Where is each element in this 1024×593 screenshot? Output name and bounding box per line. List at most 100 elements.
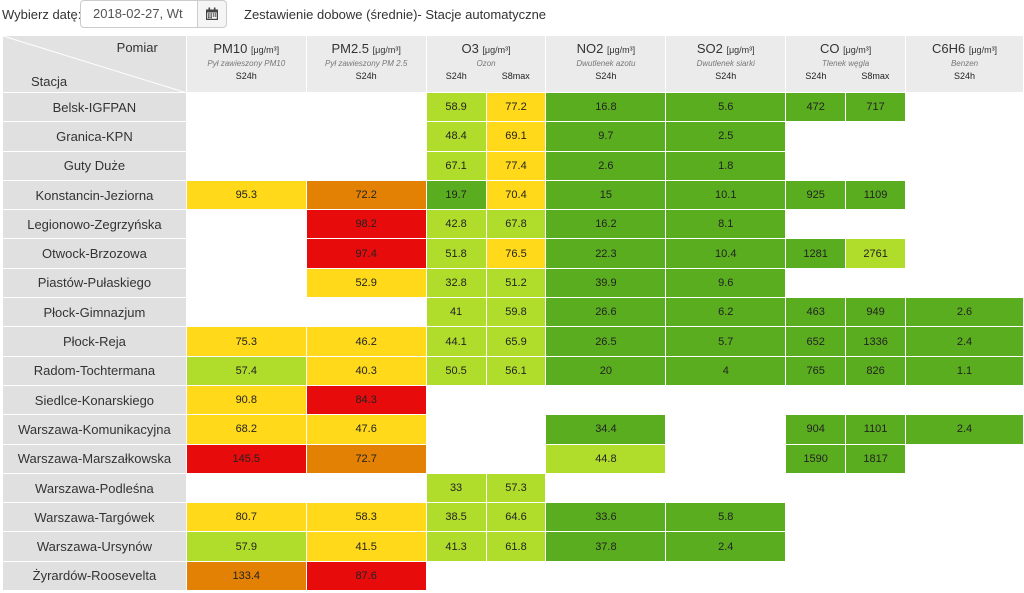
value-cell	[185, 150, 307, 181]
value-cell	[785, 209, 847, 240]
pollutant-unit: [μg/m³]	[482, 45, 511, 55]
value-cell	[305, 472, 427, 504]
value-cell	[785, 384, 847, 416]
calendar-button[interactable]	[197, 0, 227, 28]
table-row: Warszawa-Ursynów 57.9 41.5 41.3 61.8 37.8 2.4	[2, 531, 1024, 562]
pollutant-desc: Pył zawieszony PM 2.5	[325, 59, 408, 68]
value-cell	[785, 502, 847, 533]
sub-header: S24h	[445, 71, 467, 81]
value-cell: 4	[665, 355, 787, 386]
station-name[interactable]: Konstancin-Jeziorna	[2, 179, 187, 211]
value-cell	[785, 150, 847, 181]
table-row: Płock-Reja 75.3 46.2 44.1 65.9 26.5 5.7 652 1336…	[2, 326, 1024, 357]
value-cell	[845, 531, 907, 562]
sub-header: S24h	[805, 71, 827, 81]
value-cell: 16.8	[545, 91, 667, 123]
value-cell	[845, 472, 907, 504]
value-cell: 80.7	[185, 502, 307, 533]
value-cell	[485, 443, 547, 474]
header-o3: O3 [μg/m³] Ozon S24h S8max	[425, 35, 547, 93]
value-cell: 42.8	[425, 209, 487, 240]
pollutant-desc: Dwutlenek azotu	[576, 59, 636, 68]
value-cell: 84.3	[305, 384, 427, 416]
value-cell: 32.8	[425, 267, 487, 299]
value-cell: 1336	[845, 326, 907, 357]
value-cell: 9.7	[545, 121, 667, 152]
value-cell	[665, 384, 787, 416]
header-pm25: PM2.5 [μg/m³] Pył zawieszony PM 2.5 S24h	[305, 35, 427, 93]
station-name[interactable]: Warszawa-Komunikacyjna	[2, 414, 187, 445]
value-cell	[545, 560, 667, 592]
value-cell: 1.1	[905, 355, 1024, 386]
station-name[interactable]: Warszawa-Targówek	[2, 502, 187, 533]
station-name[interactable]: Warszawa-Ursynów	[2, 531, 187, 562]
value-cell	[905, 238, 1024, 269]
station-name[interactable]: Granica-KPN	[2, 121, 187, 152]
table-row: Guty Duże 67.1 77.4 2.6 1.8	[2, 150, 1024, 181]
value-cell	[185, 238, 307, 269]
value-cell: 95.3	[185, 179, 307, 211]
value-cell: 463	[785, 297, 847, 328]
value-cell: 97.4	[305, 238, 427, 269]
pollutant-name: PM2.5	[331, 41, 370, 56]
table-row: Warszawa-Podleśna 33 57.3	[2, 472, 1024, 504]
station-name[interactable]: Otwock-Brzozowa	[2, 238, 187, 269]
value-cell: 64.6	[485, 502, 547, 533]
value-cell: 44.8	[545, 443, 667, 474]
sub-header: S24h	[715, 71, 737, 81]
station-name[interactable]: Guty Duże	[2, 150, 187, 181]
value-cell: 44.1	[425, 326, 487, 357]
value-cell: 87.6	[305, 560, 427, 592]
value-cell: 61.8	[485, 531, 547, 562]
value-cell: 56.1	[485, 355, 547, 386]
value-cell	[785, 121, 847, 152]
value-cell	[305, 150, 427, 181]
station-name[interactable]: Warszawa-Marszałkowska	[2, 443, 187, 474]
date-input[interactable]: 2018-02-27, Wt	[80, 0, 198, 28]
pollutant-desc: Benzen	[950, 59, 979, 68]
value-cell	[845, 209, 907, 240]
station-name[interactable]: Płock-Gimnazjum	[2, 297, 187, 328]
report-title: Zestawienie dobowe (średnie)- Stacje aut…	[244, 7, 547, 22]
value-cell: 41	[425, 297, 487, 328]
value-cell	[905, 209, 1024, 240]
value-cell: 15	[545, 179, 667, 211]
pollutant-desc: Dwutlenek siarki	[696, 59, 755, 68]
value-cell	[905, 267, 1024, 299]
value-cell: 59.8	[485, 297, 547, 328]
value-cell: 33.6	[545, 502, 667, 533]
station-name[interactable]: Siedlce-Konarskiego	[2, 384, 187, 416]
station-name[interactable]: Płock-Reja	[2, 326, 187, 357]
station-name[interactable]: Żyrardów-Roosevelta	[2, 560, 187, 592]
value-cell	[905, 91, 1024, 123]
value-cell: 904	[785, 414, 847, 445]
value-cell: 2.4	[905, 414, 1024, 445]
date-label: Wybierz datę:	[2, 7, 82, 22]
header-pm10: PM10 [μg/m³] Pył zawieszony PM10 S24h	[185, 35, 307, 93]
value-cell	[905, 443, 1024, 474]
sub-header: S8max	[501, 71, 530, 81]
value-cell: 40.3	[305, 355, 427, 386]
value-cell	[905, 150, 1024, 181]
pollutant-name: SO2	[696, 41, 723, 56]
station-name[interactable]: Piastów-Pułaskiego	[2, 267, 187, 299]
station-name[interactable]: Belsk-IGFPAN	[2, 91, 187, 123]
sub-header: S24h	[954, 71, 976, 81]
table-row: Radom-Tochtermana 57.4 40.3 50.5 56.1 20 4 765 8…	[2, 355, 1024, 386]
value-cell	[845, 384, 907, 416]
value-cell	[545, 384, 667, 416]
value-cell: 2.4	[665, 531, 787, 562]
value-cell	[905, 121, 1024, 152]
value-cell	[425, 443, 487, 474]
value-cell: 57.3	[485, 472, 547, 504]
station-name[interactable]: Legionowo-Zegrzyńska	[2, 209, 187, 240]
value-cell: 77.4	[485, 150, 547, 181]
station-name[interactable]: Warszawa-Podleśna	[2, 472, 187, 504]
value-cell: 34.4	[545, 414, 667, 445]
value-cell: 5.6	[665, 91, 787, 123]
value-cell	[785, 472, 847, 504]
station-name[interactable]: Radom-Tochtermana	[2, 355, 187, 386]
value-cell	[665, 443, 787, 474]
sub-header: S8max	[861, 71, 890, 81]
value-cell: 75.3	[185, 326, 307, 357]
